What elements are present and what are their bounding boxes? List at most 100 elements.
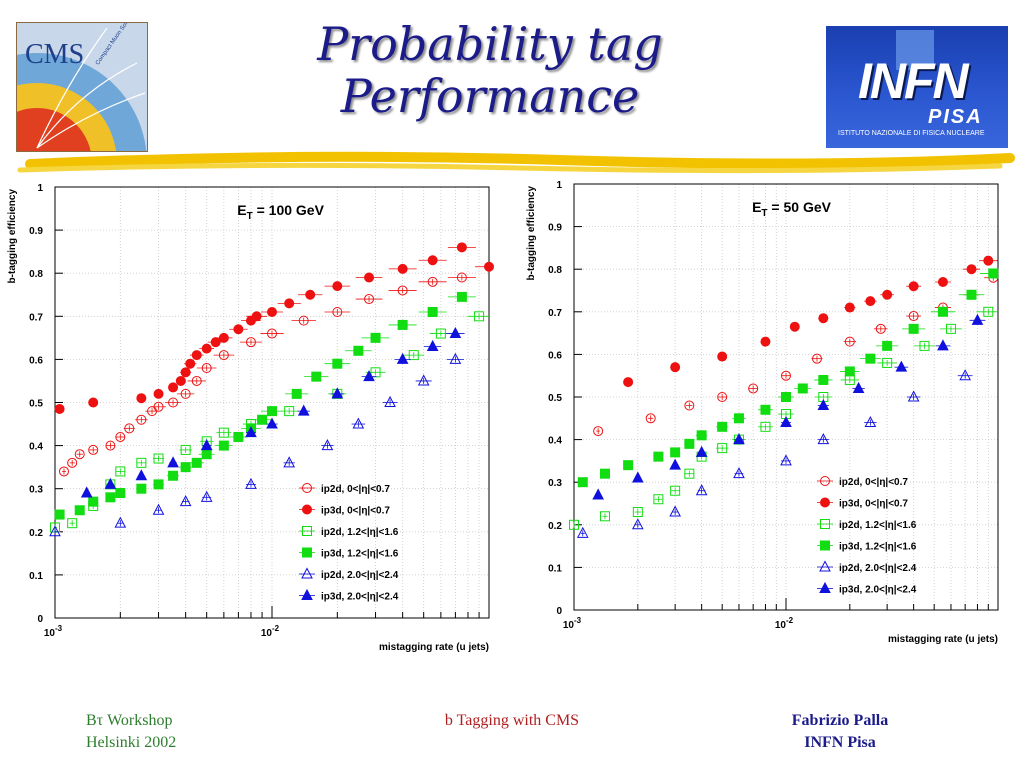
- data-point: [474, 311, 485, 322]
- infn-logo-background: [896, 30, 934, 70]
- data-point: [593, 426, 604, 437]
- data-point: [818, 313, 829, 324]
- series-2: [569, 306, 998, 530]
- data-point: [417, 374, 430, 386]
- legend-marker: [302, 526, 312, 536]
- data-point: [695, 484, 708, 496]
- data-point: [908, 311, 919, 322]
- data-point: [153, 479, 164, 490]
- data-point: [200, 439, 213, 451]
- data-point: [653, 451, 664, 462]
- legend-label: ip3d, 0<|η|<0.7: [839, 499, 908, 510]
- data-point: [844, 366, 855, 377]
- y-axis-label: b-tagging efficiency: [7, 189, 18, 284]
- data-point: [218, 350, 229, 361]
- y-tick-label: 0.6: [548, 350, 562, 361]
- data-point: [284, 298, 295, 309]
- data-point: [717, 392, 728, 402]
- y-tick-label: 0.7: [29, 312, 43, 323]
- data-point: [218, 440, 229, 451]
- data-point: [760, 336, 771, 347]
- data-point: [291, 388, 302, 399]
- data-point: [717, 351, 728, 362]
- data-point: [180, 444, 191, 455]
- title-underline-stroke: [17, 151, 1015, 174]
- data-point: [780, 415, 792, 428]
- data-point: [185, 358, 196, 369]
- data-point: [88, 397, 99, 408]
- legend: ip2d, 0<|η|<0.7 ip3d, 0<|η|<0.7 ip2d, 1.2<…: [817, 476, 917, 596]
- slide-title: Probability tag Performance: [230, 18, 750, 122]
- data-point: [153, 453, 164, 464]
- data-point: [748, 383, 759, 394]
- data-point: [74, 449, 85, 460]
- data-point: [760, 404, 771, 415]
- series-3: [577, 268, 999, 488]
- legend-label: ip2d, 1.2<|η|<1.6: [839, 520, 917, 531]
- y-tick-label: 0.1: [548, 563, 562, 574]
- footer-center: b Tagging with CMS: [444, 712, 580, 729]
- data-point: [105, 492, 116, 503]
- series-4: [49, 352, 464, 537]
- y-tick-label: 0.3: [548, 478, 562, 489]
- data-point: [397, 263, 408, 274]
- legend-marker: [820, 519, 830, 529]
- data-point: [696, 430, 707, 441]
- data-point: [865, 353, 876, 364]
- energy-annotation: ET = 100 GeV: [237, 202, 324, 222]
- y-tick-label: 0.8: [29, 269, 43, 280]
- data-point: [136, 457, 147, 468]
- data-point: [191, 457, 202, 468]
- y-tick-label: 0.2: [29, 528, 43, 539]
- data-point: [781, 370, 791, 381]
- data-point: [631, 518, 644, 530]
- data-point: [695, 445, 708, 457]
- data-point: [733, 413, 744, 424]
- data-point: [882, 340, 893, 351]
- data-point: [811, 353, 822, 364]
- data-point: [218, 332, 229, 343]
- data-point: [245, 477, 257, 489]
- legend-marker: [301, 567, 313, 579]
- y-tick-label: 0: [556, 606, 562, 617]
- data-point: [669, 505, 681, 517]
- data-point: [332, 281, 343, 292]
- y-tick-label: 0.9: [548, 223, 562, 234]
- data-point: [245, 426, 257, 438]
- y-tick-label: 0.2: [548, 521, 562, 532]
- cms-logo-text: CMS: [25, 39, 85, 70]
- data-point: [384, 395, 396, 407]
- data-point: [937, 339, 949, 351]
- data-point: [966, 264, 977, 275]
- data-point: [733, 433, 745, 445]
- data-point: [180, 388, 191, 399]
- data-point: [817, 398, 830, 411]
- footer-author: Fabrizio Palla: [791, 712, 889, 729]
- data-point: [435, 328, 446, 339]
- data-point: [267, 328, 277, 339]
- data-point: [218, 427, 229, 438]
- data-point: [717, 421, 728, 432]
- legend-label: ip3d, 1.2<|η|<1.6: [839, 542, 917, 553]
- data-point: [88, 496, 99, 507]
- y-tick-label: 0.1: [29, 571, 43, 582]
- data-point: [180, 367, 191, 378]
- slide-title-line-1: Probability tag: [317, 17, 663, 71]
- data-point: [971, 313, 984, 325]
- series-1: [54, 242, 494, 414]
- y-tick-label: 0.6: [29, 355, 43, 366]
- legend-label: ip3d, 0<|η|<0.7: [321, 506, 390, 517]
- data-point: [311, 371, 322, 382]
- data-point: [760, 421, 771, 432]
- data-point: [988, 268, 999, 279]
- data-point: [919, 340, 930, 351]
- legend: ip2d, 0<|η|<0.7 ip3d, 0<|η|<0.7 ip2d, 1.2<…: [299, 483, 399, 603]
- legend-label: ip3d, 2.0<|η|<2.4: [839, 585, 917, 596]
- data-point: [67, 457, 78, 468]
- y-tick-label: 0: [37, 614, 43, 625]
- data-point: [58, 466, 69, 477]
- series-1: [623, 255, 998, 388]
- y-tick-label: 0.3: [29, 485, 43, 496]
- data-point: [397, 319, 408, 330]
- data-point: [599, 468, 610, 479]
